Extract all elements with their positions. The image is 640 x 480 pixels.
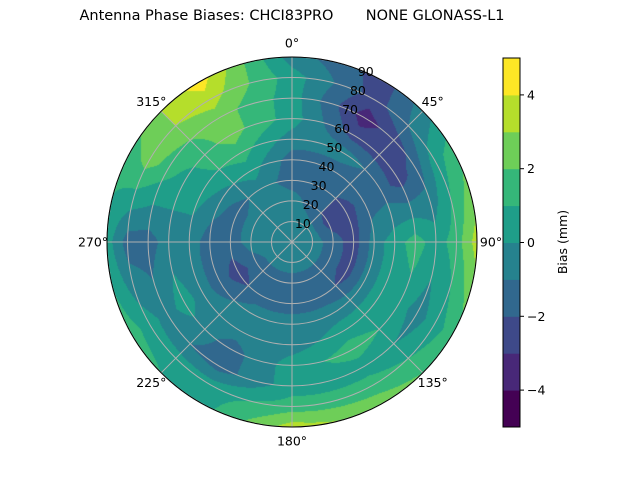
angular-gridline — [291, 110, 424, 243]
radial-tick-label: 10 — [295, 216, 311, 231]
colorbar-band — [503, 353, 520, 391]
radial-tick-label: 70 — [342, 102, 358, 117]
radial-tick-label: 50 — [326, 140, 342, 155]
radial-tick-label: 60 — [334, 121, 350, 136]
angular-tick-labels: 0° 45° 90° 135° 180° 225° 270° 315° — [78, 36, 502, 449]
radial-tick-labels: 10 20 30 40 50 60 70 80 90 — [295, 64, 374, 231]
colorbar-band — [503, 94, 520, 133]
angular-tick-label: 45° — [422, 94, 444, 109]
colorbar-band — [503, 131, 520, 170]
radial-tick-label: 20 — [303, 197, 319, 212]
colorbar-band — [503, 390, 520, 428]
angular-gridline — [291, 241, 424, 374]
colorbar-ticks: −4 −2 0 2 4 — [520, 87, 545, 398]
polar-axis-outline — [106, 56, 478, 428]
colorbar-band — [503, 316, 520, 354]
radial-tick-label: 40 — [319, 159, 335, 174]
colorbar-tick-label: −4 — [527, 383, 545, 398]
angular-tick-label: 315° — [136, 94, 166, 109]
colorbar-band — [503, 58, 520, 96]
colorbar-label: Bias (mm) — [555, 210, 570, 274]
chart-title: Antenna Phase Biases: CHCI83PRO NONE GLO… — [79, 8, 505, 24]
colorbar-band — [503, 279, 520, 317]
radial-tick-label: 90 — [358, 64, 374, 79]
angular-tick-label: 225° — [136, 375, 166, 390]
radial-tick-label: 80 — [350, 83, 366, 98]
angular-tick-label: 90° — [480, 235, 502, 250]
colorbar-band — [503, 168, 520, 207]
colorbar-band — [503, 242, 520, 280]
colorbar-tick-label: 2 — [527, 161, 535, 176]
colorbar — [503, 58, 520, 428]
colorbar-band — [503, 205, 520, 243]
angular-tick-label: 0° — [285, 36, 299, 51]
polar-grid — [106, 56, 478, 428]
angular-gridline — [160, 241, 293, 374]
colorbar-tick-label: 0 — [527, 235, 535, 250]
colorbar-tick-label: 4 — [527, 87, 535, 102]
angular-tick-label: 180° — [277, 434, 307, 449]
radial-tick-label: 30 — [311, 178, 327, 193]
angular-gridline — [160, 110, 293, 243]
angular-tick-label: 135° — [418, 375, 448, 390]
angular-tick-label: 270° — [78, 235, 108, 250]
colorbar-tick-label: −2 — [527, 309, 545, 324]
